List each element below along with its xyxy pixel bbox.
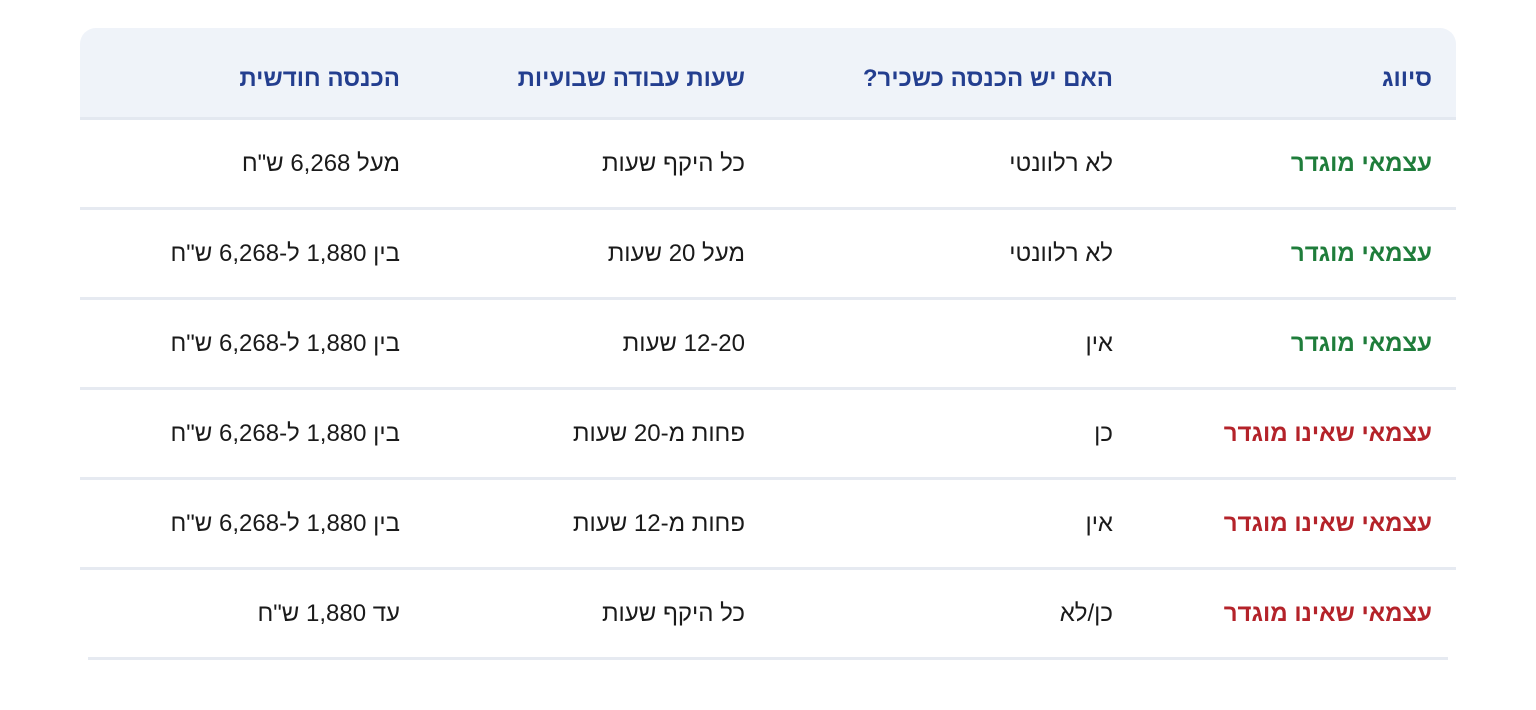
- table-row: עצמאי שאינו מוגדר אין פחות מ-12 שעות בין 1,…: [80, 480, 1456, 570]
- header-salaried-income: האם יש הכנסה כשכיר?: [862, 64, 1113, 92]
- income-cell: בין 1,880 ל-6,268 ש"ח: [170, 419, 400, 447]
- salaried-cell: אין: [1085, 509, 1113, 537]
- income-cell: מעל 6,268 ש"ח: [241, 149, 400, 177]
- salaried-cell: לא רלוונטי: [1009, 239, 1113, 267]
- hours-cell: כל היקף שעות: [601, 149, 745, 177]
- header-weekly-hours: שעות עבודה שבועיות: [517, 64, 745, 92]
- hours-cell: 12-20 שעות: [622, 329, 745, 357]
- income-cell: עד 1,880 ש"ח: [257, 599, 400, 627]
- table-row: עצמאי שאינו מוגדר כן פחות מ-20 שעות בין 1,8…: [80, 390, 1456, 480]
- table-row: עצמאי מוגדר אין 12-20 שעות בין 1,880 ל-6,26…: [80, 300, 1456, 390]
- table-row: עצמאי מוגדר לא רלוונטי כל היקף שעות מעל 6,2…: [80, 120, 1456, 210]
- table-row: עצמאי מוגדר לא רלוונטי מעל 20 שעות בין 1,88…: [80, 210, 1456, 300]
- income-cell: בין 1,880 ל-6,268 ש"ח: [170, 239, 400, 267]
- salaried-cell: אין: [1085, 329, 1113, 357]
- table-header: סיווג האם יש הכנסה כשכיר? שעות עבודה שבו…: [80, 28, 1456, 120]
- classification-cell: עצמאי מוגדר: [1290, 149, 1432, 177]
- hours-cell: פחות מ-12 שעות: [572, 509, 745, 537]
- salaried-cell: כן: [1094, 419, 1113, 447]
- hours-cell: פחות מ-20 שעות: [572, 419, 745, 447]
- classification-table: סיווג האם יש הכנסה כשכיר? שעות עבודה שבו…: [80, 28, 1456, 660]
- salaried-cell: לא רלוונטי: [1009, 149, 1113, 177]
- classification-cell: עצמאי שאינו מוגדר: [1223, 599, 1432, 627]
- income-cell: בין 1,880 ל-6,268 ש"ח: [170, 329, 400, 357]
- salaried-cell: כן/לא: [1059, 599, 1113, 627]
- classification-cell: עצמאי מוגדר: [1290, 329, 1432, 357]
- hours-cell: מעל 20 שעות: [607, 239, 745, 267]
- classification-cell: עצמאי שאינו מוגדר: [1223, 419, 1432, 447]
- income-cell: בין 1,880 ל-6,268 ש"ח: [170, 509, 400, 537]
- classification-cell: עצמאי שאינו מוגדר: [1223, 509, 1432, 537]
- header-monthly-income: הכנסה חודשית: [239, 64, 400, 92]
- table-row: עצמאי שאינו מוגדר כן/לא כל היקף שעות עד 1,8…: [88, 570, 1448, 660]
- header-classification: סיווג: [1382, 64, 1432, 92]
- classification-cell: עצמאי מוגדר: [1290, 239, 1432, 267]
- hours-cell: כל היקף שעות: [601, 599, 745, 627]
